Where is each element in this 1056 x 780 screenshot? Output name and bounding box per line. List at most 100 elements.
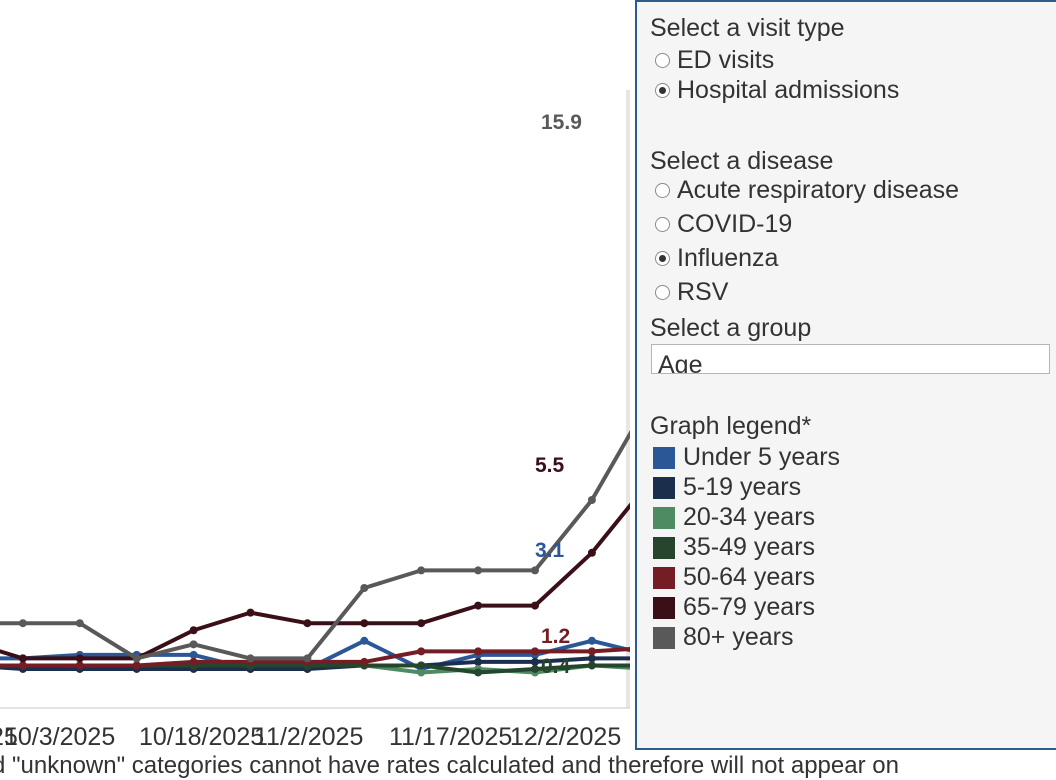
data-point: [246, 608, 255, 617]
group-select-value: Age: [658, 351, 703, 374]
legend-label: Under 5 years: [683, 443, 841, 471]
data-point: [132, 661, 141, 670]
data-point: [75, 661, 84, 670]
group-select[interactable]: Age: [651, 344, 1050, 374]
radio-influenza[interactable]: Influenza: [655, 244, 778, 273]
data-label: 5.5: [535, 454, 565, 477]
legend-item: 35-49 years: [653, 533, 815, 562]
data-point: [587, 496, 596, 504]
data-point: [587, 654, 596, 663]
radio-ed-visits[interactable]: ED visits: [655, 46, 774, 75]
data-point: [417, 668, 426, 677]
legend-item: 20-34 years: [653, 503, 815, 532]
data-point: [417, 566, 426, 575]
data-point: [303, 619, 312, 628]
x-tick-label: 11/2/2025: [254, 723, 363, 751]
data-point: [531, 647, 539, 656]
radio-covid[interactable]: COVID-19: [655, 210, 792, 239]
data-point: [531, 566, 539, 575]
legend-swatch: [653, 626, 675, 649]
visit-type-heading: Select a visit type: [650, 14, 845, 42]
radio-influenza-label: Influenza: [677, 244, 779, 272]
legend-label: 65-79 years: [683, 593, 816, 621]
data-point: [587, 636, 596, 645]
legend-label: 20-34 years: [683, 503, 816, 531]
footnote: d "unknown" categories cannot have rates…: [0, 752, 899, 779]
x-tick-label: 11/17/2025: [389, 723, 512, 751]
legend-swatch: [653, 446, 675, 469]
data-point: [587, 661, 596, 670]
group-heading: Select a group: [650, 314, 812, 342]
chart-area: 3.1 0.4 1.2 5.5 15.9 10/3/2025 10/18/2025 11/2/…: [0, 90, 899, 779]
data-point: [18, 619, 27, 628]
x-tick-label: 10/3/2025: [4, 723, 115, 751]
filter-panel: Select a visit type ED visits Hospital a…: [635, 0, 1056, 750]
data-label: 15.9: [541, 111, 582, 134]
legend-swatch: [653, 566, 675, 589]
data-point: [246, 654, 255, 663]
radio-hospital-admissions[interactable]: Hospital admissions: [655, 76, 899, 105]
radio-covid-circle[interactable]: [655, 217, 670, 232]
data-point: [531, 601, 539, 610]
data-point: [18, 661, 27, 670]
radio-rsv-circle[interactable]: [655, 285, 670, 300]
data-point: [474, 601, 483, 610]
data-point: [531, 657, 539, 666]
radio-influenza-circle[interactable]: [655, 251, 670, 266]
data-point: [18, 654, 27, 663]
data-point: [587, 548, 596, 557]
data-point: [189, 626, 198, 635]
legend-swatch: [653, 506, 675, 529]
radio-hospital-admissions-circle[interactable]: [655, 83, 670, 98]
legend-label: 5-19 years: [683, 473, 802, 501]
data-point: [474, 657, 483, 666]
data-point: [474, 566, 483, 575]
radio-acute-respiratory[interactable]: Acute respiratory disease: [655, 176, 959, 205]
data-label: 0.4: [541, 655, 571, 678]
legend-item: 80+ years: [653, 623, 794, 652]
radio-acute-respiratory-label: Acute respiratory disease: [677, 176, 960, 204]
data-point: [417, 661, 426, 670]
data-label: 3.1: [535, 539, 565, 562]
disease-heading: Select a disease: [650, 147, 834, 175]
highlight-band: [626, 90, 630, 708]
data-point: [417, 619, 426, 628]
radio-rsv-label: RSV: [677, 278, 729, 306]
x-tick-label: 10/18/2025: [139, 723, 264, 751]
data-point: [587, 647, 596, 656]
radio-ed-visits-label: ED visits: [677, 46, 775, 74]
legend-label: 35-49 years: [683, 533, 816, 561]
data-point: [531, 664, 539, 673]
series-line-6: [0, 430, 630, 661]
legend-item: Under 5 years: [653, 443, 840, 472]
data-point: [132, 654, 141, 663]
data-point: [303, 654, 312, 663]
data-point: [189, 657, 198, 666]
data-point: [75, 619, 84, 628]
legend-swatch: [653, 536, 675, 559]
radio-hospital-admissions-label: Hospital admissions: [677, 76, 900, 104]
data-point: [75, 654, 84, 663]
data-point: [474, 668, 483, 677]
legend-label: 80+ years: [683, 623, 794, 651]
legend-swatch: [653, 476, 675, 499]
legend-item: 65-79 years: [653, 593, 815, 622]
data-point: [360, 619, 369, 628]
radio-ed-visits-circle[interactable]: [655, 53, 670, 68]
radio-rsv[interactable]: RSV: [655, 278, 728, 307]
legend-heading: Graph legend*: [650, 412, 812, 440]
legend-label: 50-64 years: [683, 563, 816, 591]
data-point: [474, 647, 483, 656]
data-point: [189, 640, 198, 649]
legend-item: 50-64 years: [653, 563, 815, 592]
x-tick-label-partial: 25: [0, 723, 18, 751]
legend-swatch: [653, 596, 675, 619]
data-point: [360, 657, 369, 666]
data-label: 1.2: [541, 625, 570, 648]
data-point: [189, 650, 198, 659]
radio-acute-respiratory-circle[interactable]: [655, 183, 670, 198]
line-chart: 3.1 0.4 1.2 5.5 15.9 10/3/2025 10/18/202511/2/…: [0, 90, 630, 751]
series-line-5: [0, 502, 630, 661]
radio-covid-label: COVID-19: [677, 210, 793, 238]
data-point: [417, 647, 426, 656]
